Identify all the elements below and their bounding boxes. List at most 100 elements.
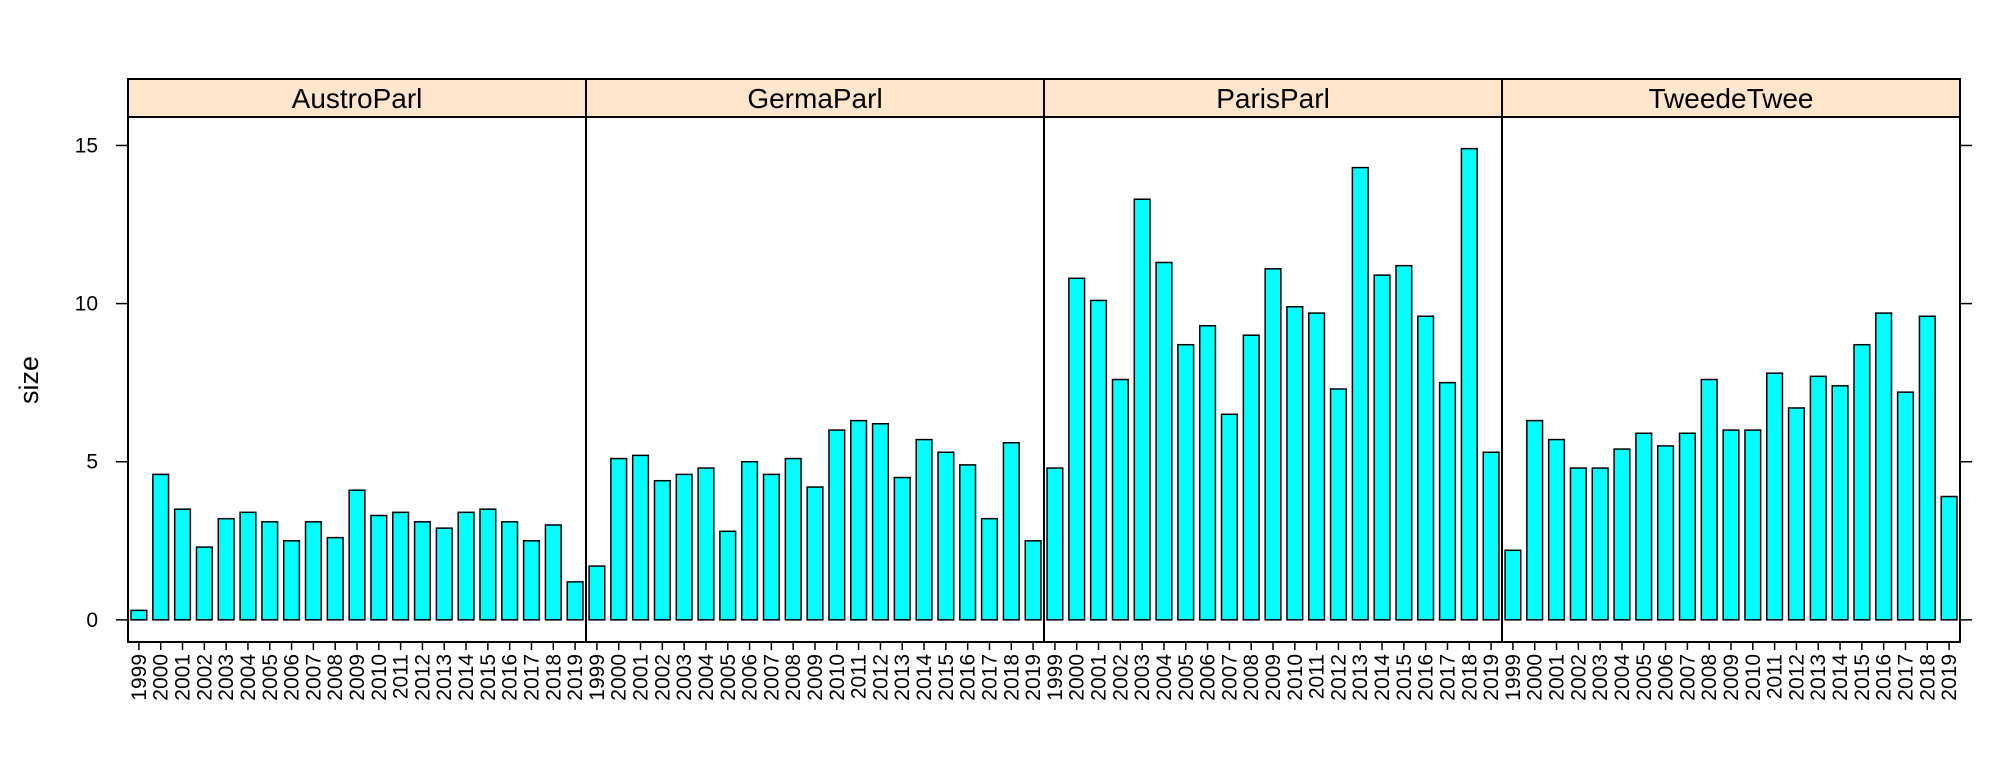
bar bbox=[1678, 432, 1696, 621]
x-tick-label: 2002 bbox=[193, 654, 216, 701]
x-tick-label: 2017 bbox=[978, 654, 1001, 701]
x-tick-label: 2012 bbox=[1785, 654, 1808, 701]
x-tick-label: 2014 bbox=[1371, 654, 1394, 701]
bar bbox=[413, 521, 432, 621]
panel-strip-label: AustroParl bbox=[292, 83, 423, 114]
x-tick-label: 2017 bbox=[520, 654, 543, 701]
x-tick-label: 2015 bbox=[1393, 654, 1416, 701]
x-tick-label: 2003 bbox=[1589, 654, 1612, 701]
bar bbox=[653, 479, 671, 621]
panel-austroparl: AustroParl199920002001200220032004200520… bbox=[127, 78, 587, 701]
x-tick-label: 2008 bbox=[1240, 654, 1263, 701]
bar bbox=[130, 609, 148, 621]
bar bbox=[1635, 432, 1653, 621]
x-tick-label: 2006 bbox=[1655, 654, 1678, 701]
bar bbox=[871, 423, 890, 621]
x-tick-label: 2006 bbox=[1197, 654, 1220, 701]
bar bbox=[1591, 467, 1609, 621]
bar bbox=[1722, 429, 1740, 621]
bar bbox=[1547, 438, 1566, 621]
bar bbox=[1875, 312, 1893, 621]
bar bbox=[1918, 315, 1936, 621]
bar bbox=[959, 464, 977, 621]
bar bbox=[544, 524, 562, 621]
bar bbox=[784, 457, 802, 621]
x-tick-label: 2010 bbox=[826, 654, 849, 701]
bar bbox=[479, 508, 497, 621]
bar bbox=[392, 511, 410, 621]
bar bbox=[348, 489, 366, 621]
panel-strip-label: GermaParl bbox=[747, 83, 882, 114]
x-tick-label: 2003 bbox=[1131, 654, 1154, 701]
x-tick-label: 1999 bbox=[586, 654, 609, 701]
x-tick-label: 2004 bbox=[695, 654, 718, 701]
bar bbox=[1526, 419, 1544, 621]
x-tick-label: 2011 bbox=[1764, 654, 1787, 699]
x-tick-label: 2008 bbox=[782, 654, 805, 701]
x-tick-label: 2016 bbox=[499, 654, 522, 701]
bar bbox=[915, 438, 933, 621]
x-tick-label: 2012 bbox=[869, 654, 892, 701]
bar bbox=[1896, 391, 1915, 621]
x-tick-label: 2014 bbox=[455, 654, 478, 701]
x-tick-label: 2013 bbox=[891, 654, 914, 701]
x-tick-label: 2001 bbox=[630, 654, 653, 701]
x-tick-label: 2000 bbox=[1524, 654, 1547, 701]
x-tick-label: 2011 bbox=[1306, 654, 1329, 699]
bar bbox=[1787, 407, 1806, 621]
bar bbox=[1308, 312, 1326, 621]
x-tick-label: 2017 bbox=[1894, 654, 1917, 701]
x-tick-label: 2007 bbox=[1218, 654, 1241, 701]
bar bbox=[1700, 378, 1718, 621]
x-tick-label: 2015 bbox=[935, 654, 958, 701]
x-tick-label: 2003 bbox=[215, 654, 238, 701]
bar bbox=[631, 454, 650, 621]
x-tick-label: 2018 bbox=[1458, 654, 1481, 701]
bar bbox=[1656, 445, 1675, 621]
bar bbox=[1482, 451, 1500, 621]
x-tick-label: 2016 bbox=[1873, 654, 1896, 701]
x-tick-label: 2002 bbox=[1109, 654, 1132, 701]
x-tick-label: 2016 bbox=[957, 654, 980, 701]
bar bbox=[1613, 448, 1631, 621]
panel-strip-label: TweedeTwee bbox=[1649, 83, 1814, 114]
bar bbox=[1569, 467, 1587, 621]
bar bbox=[850, 419, 868, 621]
x-tick-label: 2011 bbox=[848, 654, 871, 699]
bar bbox=[370, 514, 388, 621]
x-tick-label: 2006 bbox=[739, 654, 762, 701]
x-tick-label: 2018 bbox=[1000, 654, 1023, 701]
y-tick-label: 0 bbox=[86, 609, 98, 632]
bar bbox=[1177, 343, 1195, 621]
bar bbox=[1373, 274, 1391, 621]
x-tick-label: 2001 bbox=[1088, 654, 1111, 701]
x-tick-label: 2005 bbox=[1175, 654, 1198, 701]
x-tick-label: 1999 bbox=[1044, 654, 1067, 701]
x-tick-label: 2013 bbox=[1807, 654, 1830, 701]
bar bbox=[1242, 334, 1260, 621]
bar bbox=[566, 581, 584, 621]
x-tick-label: 2001 bbox=[172, 654, 195, 701]
x-tick-label: 2001 bbox=[1546, 654, 1569, 701]
bar bbox=[1853, 343, 1871, 621]
x-tick-label: 2019 bbox=[1480, 654, 1503, 701]
x-tick-label: 2010 bbox=[368, 654, 391, 701]
bar bbox=[217, 517, 235, 621]
bar bbox=[1155, 261, 1173, 621]
x-tick-label: 2009 bbox=[804, 654, 827, 701]
bar bbox=[282, 540, 301, 621]
x-tick-label: 2005 bbox=[717, 654, 740, 701]
y-tick-label: 5 bbox=[86, 451, 98, 474]
bar bbox=[152, 473, 170, 621]
x-tick-label: 2009 bbox=[1262, 654, 1285, 701]
x-tick-label: 2010 bbox=[1284, 654, 1307, 701]
bar bbox=[1417, 315, 1435, 621]
bar bbox=[1002, 442, 1020, 621]
x-tick-label: 2012 bbox=[1327, 654, 1350, 701]
x-tick-label: 2006 bbox=[281, 654, 304, 701]
bar bbox=[522, 540, 541, 621]
bar bbox=[1329, 388, 1348, 621]
bar bbox=[1460, 147, 1478, 621]
bar bbox=[195, 546, 213, 621]
x-tick-label: 2009 bbox=[346, 654, 369, 701]
